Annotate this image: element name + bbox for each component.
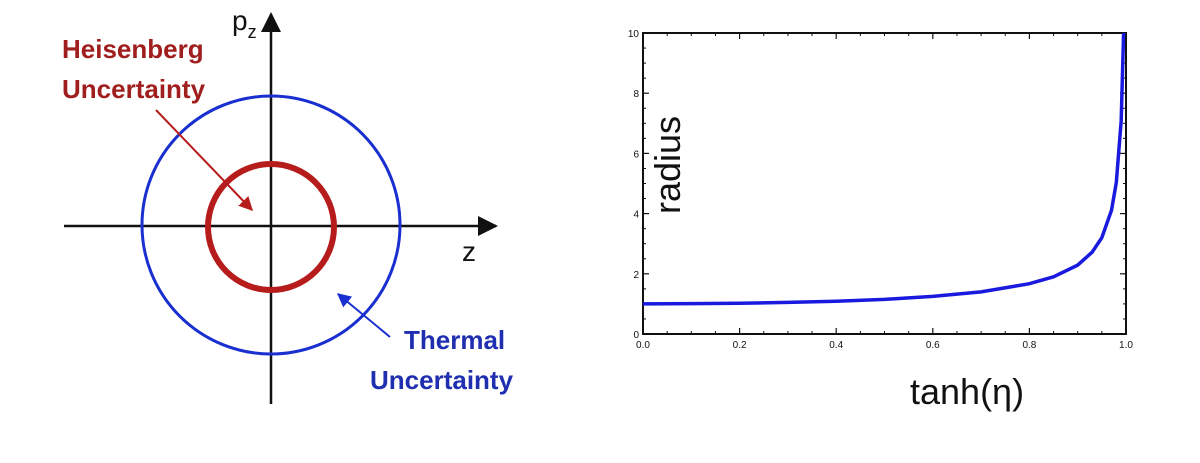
plot-frame — [642, 32, 1127, 335]
chart-tick-labels: 0.0 0.2 0.4 0.6 0.8 1.0 0 2 4 6 8 10 — [628, 29, 1134, 351]
heisenberg-label-line2: Uncertainty — [62, 74, 206, 104]
y-tick-label: 2 — [633, 270, 639, 281]
heisenberg-label-line1: Heisenberg — [62, 34, 204, 64]
thermal-arrow — [336, 293, 391, 338]
thermal-uncertainty-circle — [140, 94, 402, 356]
y-axis-label: radius — [647, 116, 688, 214]
x-tick-label: 0.6 — [926, 340, 940, 351]
x-tick-label: 0.0 — [636, 340, 650, 351]
chart-ticks — [642, 32, 1127, 335]
heisenberg-uncertainty-circle — [205, 161, 337, 293]
x-axis-label: tanh(η) — [910, 371, 1024, 412]
y-tick-label: 10 — [628, 29, 640, 40]
x-tick-label: 0.8 — [1022, 340, 1036, 351]
thermal-label-line1: Thermal — [404, 325, 505, 355]
phase-space-diagram: pz z Heisenberg Uncertainty Thermal Unce… — [62, 5, 514, 404]
y-tick-label: 0 — [633, 330, 639, 341]
y-tick-label: 8 — [633, 89, 639, 100]
y-tick-label: 4 — [633, 210, 639, 221]
x-tick-label: 1.0 — [1119, 340, 1133, 351]
x-tick-label: 0.2 — [733, 340, 747, 351]
radius-curve — [642, 32, 1126, 306]
heisenberg-arrow — [155, 109, 253, 212]
radius-vs-tanh-chart: 0.0 0.2 0.4 0.6 0.8 1.0 0 2 4 6 8 10 radius tanh(η) — [628, 29, 1134, 412]
thermal-label-line2: Uncertainty — [370, 365, 514, 395]
horizontal-axis-label: z — [462, 236, 476, 267]
x-tick-label: 0.4 — [829, 340, 843, 351]
y-tick-label: 6 — [633, 149, 639, 160]
vertical-axis-label: pz — [232, 5, 257, 42]
